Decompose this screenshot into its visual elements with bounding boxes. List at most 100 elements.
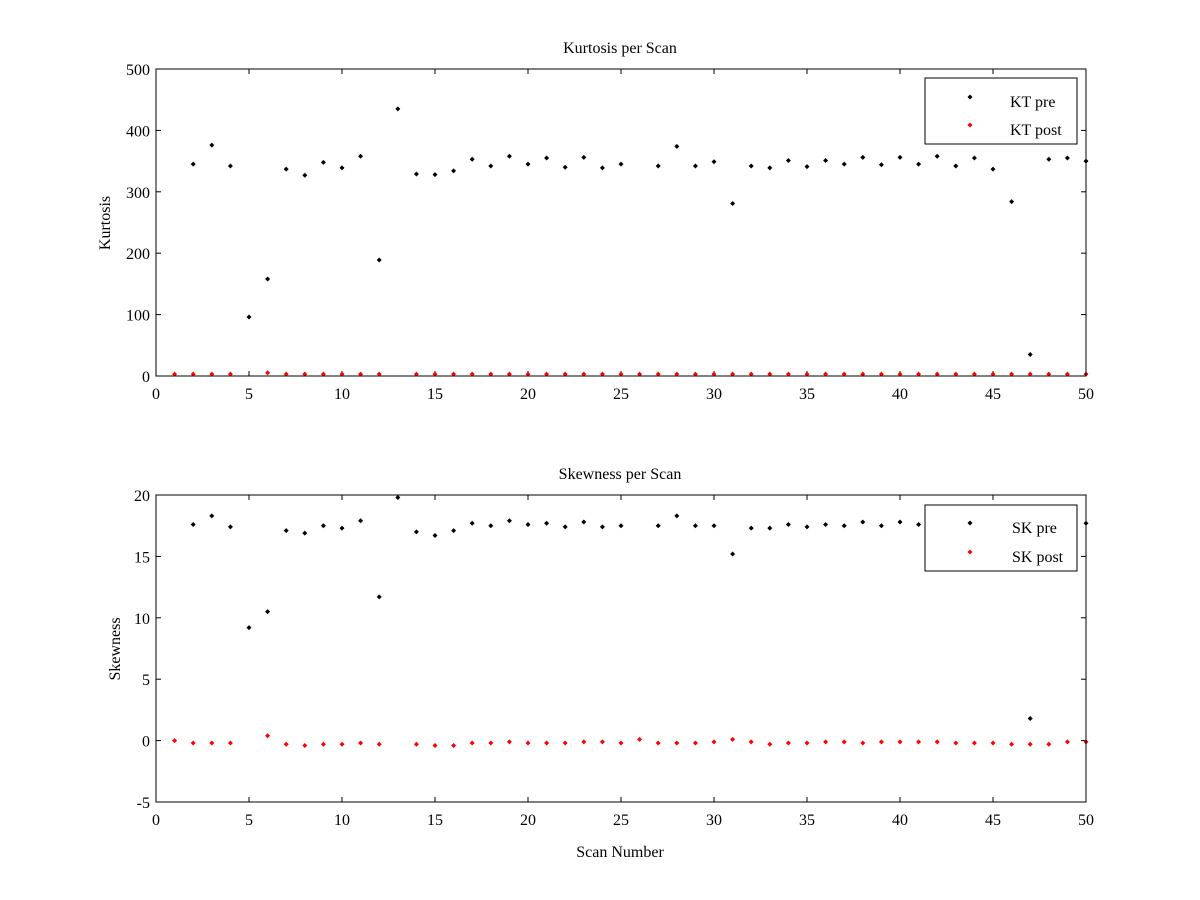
kurtosis-plot-frame [155, 68, 1087, 377]
kurtosis-pre-point [413, 171, 419, 177]
skewness-post-point [562, 740, 568, 746]
skewness-pre-point [860, 519, 866, 525]
kurtosis-post-point [302, 371, 308, 377]
skewness-pre-point [227, 524, 233, 530]
skewness-post-point [581, 739, 587, 745]
skewness-pre-point [265, 609, 271, 615]
kurtosis-post-point [785, 371, 791, 377]
skewness-pre-point [209, 513, 215, 519]
kurtosis-post-point [748, 371, 754, 377]
kurtosis-post-point [488, 371, 494, 377]
kurtosis-pre-point [209, 142, 215, 148]
skewness-post-point [1046, 741, 1052, 747]
skewness-pre-point [692, 523, 698, 529]
kurtosis-pre-point [265, 276, 271, 282]
kurtosis-y-tick-label: 100 [126, 308, 150, 325]
skewness-y-tick-label: 15 [134, 549, 150, 566]
kurtosis-pre-point [785, 157, 791, 163]
kurtosis-post-point [618, 371, 624, 377]
skewness-post-point [916, 739, 922, 745]
kurtosis-pre-point [190, 161, 196, 167]
kurtosis-post-point [711, 371, 717, 377]
skewness-post-point [599, 739, 605, 745]
kurtosis-post-point [525, 371, 531, 377]
kurtosis-post-point [227, 371, 233, 377]
skewness-y-tick-label: 20 [134, 488, 150, 505]
skewness-x-tick-label: 20 [520, 812, 536, 829]
skewness-legend: SK pre SK post [924, 504, 1078, 572]
skewness-pre-point [525, 521, 531, 527]
skewness-post-point [320, 741, 326, 747]
skewness-pre-point [804, 524, 810, 530]
skewness-pre-point [339, 525, 345, 531]
kurtosis-pre-point [860, 154, 866, 160]
skewness-post-point [804, 740, 810, 746]
skewness-subplot: Skewness per Scan Skewness Scan Number 0… [107, 466, 1094, 861]
kurtosis-post-point [1046, 371, 1052, 377]
kurtosis-post-point [878, 371, 884, 377]
skewness-pre-point [748, 525, 754, 531]
skewness-post-point [767, 741, 773, 747]
kurtosis-x-tick-label: 30 [706, 386, 722, 403]
kurtosis-pre-point [544, 155, 550, 161]
kurtosis-post-point [283, 371, 289, 377]
kurtosis-post-point [265, 370, 271, 376]
skewness-x-tick-label: 5 [245, 812, 253, 829]
skewness-pre-point [1027, 715, 1033, 721]
skewness-post-point [302, 743, 308, 749]
kurtosis-pre-point [841, 161, 847, 167]
skewness-pre-point [897, 519, 903, 525]
kurtosis-pre-point [618, 161, 624, 167]
skewness-post-point [1064, 739, 1070, 745]
skewness-post-point [172, 738, 178, 744]
skewness-y-tick-label: 5 [142, 672, 150, 689]
kurtosis-legend-marker-pre [967, 94, 973, 100]
kurtosis-pre-point [823, 157, 829, 163]
kurtosis-pre-point [804, 164, 810, 170]
skewness-pre-point [730, 551, 736, 557]
kurtosis-pre-point [339, 165, 345, 171]
skewness-x-tick-label: 40 [892, 812, 908, 829]
skewness-legend-marker-post [967, 549, 973, 555]
skewness-post-point [506, 739, 512, 745]
skewness-post-point [990, 740, 996, 746]
skewness-post-point [785, 740, 791, 746]
kurtosis-pre-point [1064, 155, 1070, 161]
skewness-pre-point [376, 594, 382, 600]
skewness-pre-point [488, 523, 494, 529]
skewness-y-tick-label: -5 [137, 795, 150, 812]
kurtosis-pre-point [655, 163, 661, 169]
kurtosis-pre-point [395, 106, 401, 112]
kurtosis-post-point [971, 371, 977, 377]
kurtosis-pre-point [990, 166, 996, 172]
skewness-pre-point [841, 523, 847, 529]
skewness-post-point [283, 741, 289, 747]
kurtosis-post-point [413, 371, 419, 377]
skewness-post-point [413, 741, 419, 747]
skewness-pre-point [320, 523, 326, 529]
kurtosis-pre-point [506, 153, 512, 159]
kurtosis-post-point [376, 371, 382, 377]
kurtosis-post-point [544, 371, 550, 377]
kurtosis-pre-point [432, 172, 438, 178]
skewness-post-point [432, 743, 438, 749]
kurtosis-pre-point [1027, 352, 1033, 358]
kurtosis-pre-point [358, 153, 364, 159]
kurtosis-x-tick-label: 15 [427, 386, 443, 403]
kurtosis-x-tick-label: 40 [892, 386, 908, 403]
skewness-pre-point [878, 523, 884, 529]
kurtosis-y-tick-label: 0 [142, 369, 150, 386]
kurtosis-post-point [730, 371, 736, 377]
kurtosis-pre-point [302, 172, 308, 178]
kurtosis-post-point [637, 371, 643, 377]
skewness-pre-point [916, 521, 922, 527]
skewness-pre-point [618, 523, 624, 529]
kurtosis-post-point [432, 371, 438, 377]
kurtosis-pre-point [934, 153, 940, 159]
kurtosis-pre-point [581, 154, 587, 160]
kurtosis-x-tick-label: 0 [152, 386, 160, 403]
skewness-x-axis-label: Scan Number [576, 844, 664, 861]
kurtosis-pre-point [246, 314, 252, 320]
kurtosis-post-point [1009, 371, 1015, 377]
skewness-plot-frame [155, 494, 1087, 803]
